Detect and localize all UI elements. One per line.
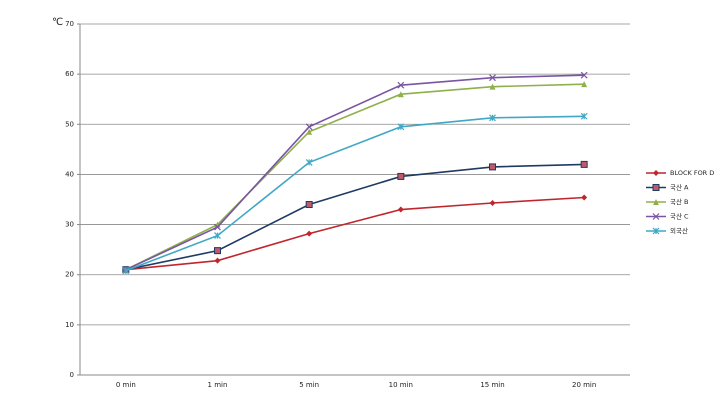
legend-label: 국산 B (670, 197, 689, 206)
series-line (125, 83, 585, 271)
x-tick-label: 0 min (116, 381, 136, 389)
y-tick-label: 10 (65, 321, 74, 329)
data-point (489, 83, 496, 90)
data-point (489, 200, 496, 207)
data-point (306, 128, 313, 135)
x-tick-label: 5 min (299, 381, 319, 389)
data-point (397, 206, 404, 213)
data-point (214, 247, 221, 255)
legend-marker (652, 213, 660, 220)
data-point (489, 74, 496, 82)
series-line (125, 115, 585, 272)
x-tick-label: 10 min (389, 381, 413, 389)
legend-label: BLOCK FOR D (670, 169, 714, 177)
data-point (214, 257, 221, 264)
series-line (125, 196, 585, 271)
data-point (580, 160, 588, 168)
y-tick-label: 30 (65, 221, 74, 229)
data-point (397, 123, 405, 131)
y-tick-label: 60 (65, 70, 74, 78)
y-tick-label: 0 (70, 371, 74, 379)
data-point (489, 114, 496, 122)
legend-label: 국산 C (670, 212, 689, 221)
data-point (305, 158, 313, 166)
legend-label: 외국산 (670, 226, 688, 235)
data-point (580, 112, 588, 120)
y-tick-label: 50 (65, 120, 74, 128)
data-point (214, 232, 221, 240)
data-point (489, 163, 496, 171)
data-point (306, 230, 313, 237)
data-point (581, 81, 588, 88)
data-point (397, 91, 404, 98)
legend-marker (652, 227, 660, 235)
legend-marker (652, 184, 660, 191)
data-point (397, 172, 405, 180)
legend-marker (653, 170, 659, 176)
legend-label: 국산 A (670, 183, 689, 192)
series-line (125, 74, 585, 271)
y-tick-label: 40 (65, 170, 74, 178)
legend-marker (653, 199, 659, 205)
y-tick-label: 70 (65, 20, 74, 28)
data-point (122, 267, 130, 275)
data-point (581, 194, 588, 201)
x-tick-label: 15 min (480, 381, 504, 389)
x-tick-label: 20 min (572, 381, 596, 389)
data-point (397, 81, 405, 89)
y-axis-label: ℃ (52, 17, 63, 28)
data-point (305, 201, 313, 209)
data-point (580, 71, 588, 79)
data-point (214, 223, 221, 231)
series-line (125, 163, 585, 271)
y-tick-label: 20 (65, 271, 74, 279)
x-tick-label: 1 min (208, 381, 228, 389)
data-point (305, 123, 313, 131)
